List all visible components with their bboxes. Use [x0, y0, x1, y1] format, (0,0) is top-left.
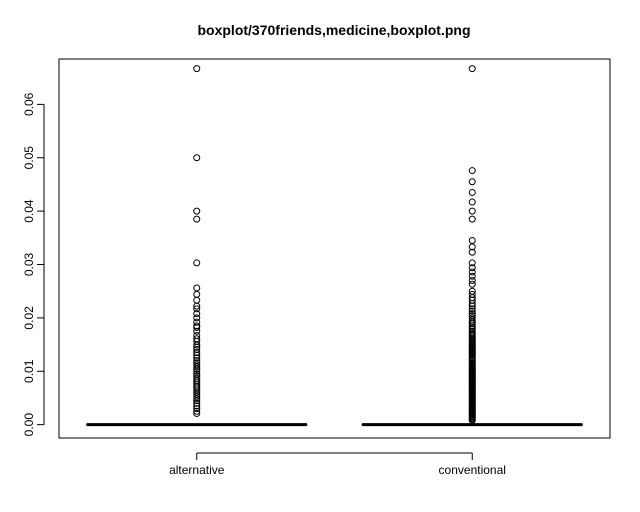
chart-title: boxplot/370friends,medicine,boxplot.png [197, 22, 470, 38]
outlier-point [468, 188, 476, 196]
outlier-point [468, 248, 476, 256]
y-axis: 0.00 0.01 0.02 0.03 0.04 0.05 0.06 [22, 92, 45, 437]
outlier-point [193, 324, 201, 332]
outlier-point [193, 259, 201, 267]
outlier-point [193, 367, 201, 375]
outlier-point [468, 320, 476, 328]
outlier-point [193, 310, 201, 318]
x-axis: alternative conventional [169, 452, 506, 477]
outlier-point [468, 272, 476, 280]
outlier-point [468, 268, 476, 276]
outlier-point [468, 416, 476, 424]
outlier-point [468, 280, 476, 288]
outlier-point [193, 305, 201, 313]
outlier-point [193, 65, 201, 73]
outlier-point [193, 215, 201, 223]
outlier-point [468, 167, 476, 175]
plot-frame [58, 58, 611, 439]
outlier-point [193, 207, 201, 215]
y-tick-label: 0.04 [22, 199, 36, 223]
outlier-point [193, 154, 201, 162]
y-tick-label: 0.02 [22, 306, 36, 330]
outlier-point [468, 198, 476, 206]
outlier-point [468, 215, 476, 223]
outlier-point [468, 243, 476, 251]
y-tick-label: 0.05 [22, 146, 36, 170]
boxes-layer [86, 65, 583, 427]
outlier-point [193, 405, 201, 413]
outlier-point [193, 351, 201, 359]
outlier-point [468, 302, 476, 310]
outlier-point [468, 264, 476, 272]
box-group-conventional [361, 65, 583, 427]
outlier-point [468, 307, 476, 315]
outlier-point [193, 363, 201, 371]
outlier-point [193, 302, 201, 310]
outlier-point [468, 277, 476, 285]
outlier-point [468, 207, 476, 215]
outlier-point [468, 299, 476, 307]
y-tick-label: 0.06 [22, 92, 36, 116]
y-tick-label: 0.00 [22, 413, 36, 437]
outlier-point [468, 65, 476, 73]
outlier-point [193, 394, 201, 402]
outlier-point [468, 305, 476, 313]
x-tick-label: alternative [169, 463, 225, 477]
outlier-point [193, 314, 201, 322]
outlier-point [193, 399, 201, 407]
outlier-point [193, 407, 201, 415]
outlier-point [193, 354, 201, 362]
y-tick-label: 0.03 [22, 253, 36, 277]
outlier-point [193, 343, 201, 351]
outlier-point [193, 349, 201, 357]
outlier-point [468, 259, 476, 267]
box-group-alternative [86, 65, 308, 427]
outlier-point [193, 365, 201, 373]
outlier-point [193, 402, 201, 410]
outlier-point [193, 392, 201, 400]
outlier-point [193, 397, 201, 405]
x-tick-label: conventional [439, 463, 506, 477]
outlier-point [468, 178, 476, 186]
outlier-point [193, 327, 201, 335]
outlier-point [193, 341, 201, 349]
y-tick-label: 0.01 [22, 359, 36, 383]
outlier-point [193, 409, 201, 417]
outlier-point [193, 318, 201, 326]
